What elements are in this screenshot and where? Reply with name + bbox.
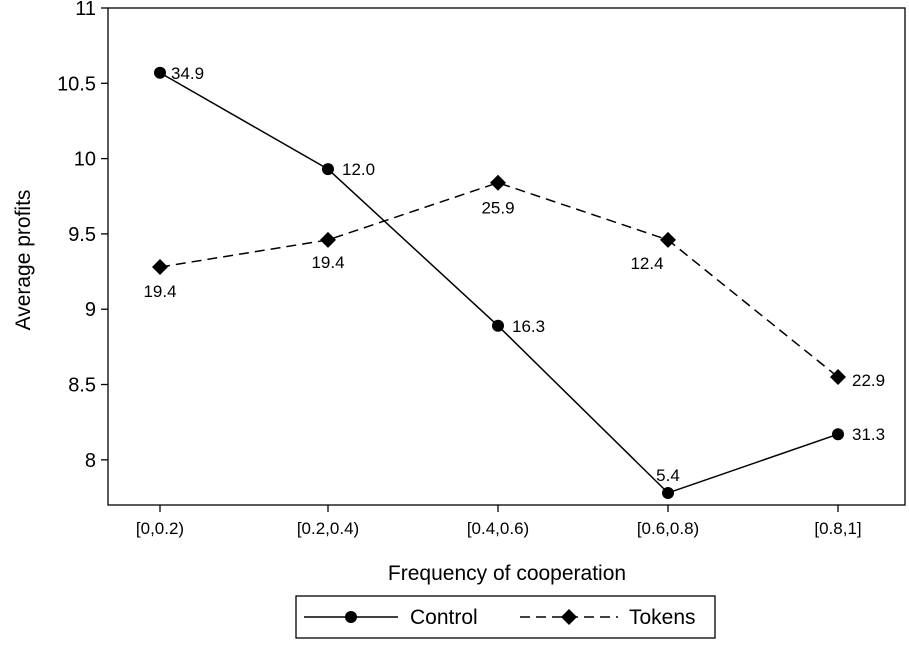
data-label-control: 5.4: [656, 466, 680, 485]
data-point-tokens: [660, 231, 676, 248]
x-tick-label: [0,0.2): [136, 519, 184, 538]
plot-frame: [107, 7, 906, 506]
y-tick-label: 9.5: [68, 224, 96, 246]
data-label-tokens: 19.4: [311, 253, 344, 272]
legend-label-tokens: Tokens: [629, 606, 696, 629]
y-tick-label: 10: [74, 149, 96, 171]
data-point-tokens: [320, 231, 336, 248]
y-tick-label: 9: [85, 299, 96, 321]
data-label-control: 12.0: [342, 160, 375, 179]
series-layer: [152, 66, 846, 499]
legend-marker-control: [345, 611, 357, 623]
x-tick-label: [0.6,0.8): [637, 519, 699, 538]
y-tick-label: 8: [85, 450, 96, 472]
data-label-tokens: 25.9: [481, 199, 514, 218]
data-point-tokens: [152, 259, 168, 276]
data-point-tokens: [490, 174, 506, 191]
data-point-tokens: [830, 368, 846, 385]
data-point-control: [662, 486, 674, 499]
series-line-control: [159, 72, 839, 494]
x-tick-label: [0.8,1]: [814, 519, 861, 538]
x-axis-title: Frequency of cooperation: [388, 562, 626, 585]
legend-label-control: Control: [410, 606, 478, 629]
series-line-tokens: [159, 181, 839, 378]
y-tick-label: 8.5: [68, 375, 96, 397]
y-axis-title: Average profits: [12, 190, 35, 331]
legend: Control Tokens: [295, 595, 716, 639]
data-label-tokens: 22.9: [852, 371, 885, 390]
data-point-control: [492, 319, 504, 332]
data-label-tokens: 19.4: [143, 282, 176, 301]
data-label-tokens: 12.4: [630, 254, 663, 273]
data-point-control: [832, 428, 844, 441]
data-labels: 34.9 12.0 16.3 5.4 31.3 19.4 19.4 25.9 12.4 22.9: [143, 64, 885, 485]
data-label-control: 16.3: [512, 317, 545, 336]
data-label-control: 34.9: [171, 64, 204, 83]
data-point-control: [154, 66, 166, 79]
data-label-control: 31.3: [852, 425, 885, 444]
x-tick-label: [0.2,0.4): [297, 519, 359, 538]
legend-marker-tokens: [561, 609, 577, 625]
axes: 8 8.5 9 9.5 10 10.5 11 [0,0.2) [0.2,0.4) [0.4,0.6…: [57, 0, 906, 538]
x-tick-label: [0.4,0.6): [467, 519, 529, 538]
y-tick-label: 10.5: [57, 73, 96, 95]
y-tick-label: 11: [75, 0, 96, 20]
data-point-control: [322, 163, 334, 176]
